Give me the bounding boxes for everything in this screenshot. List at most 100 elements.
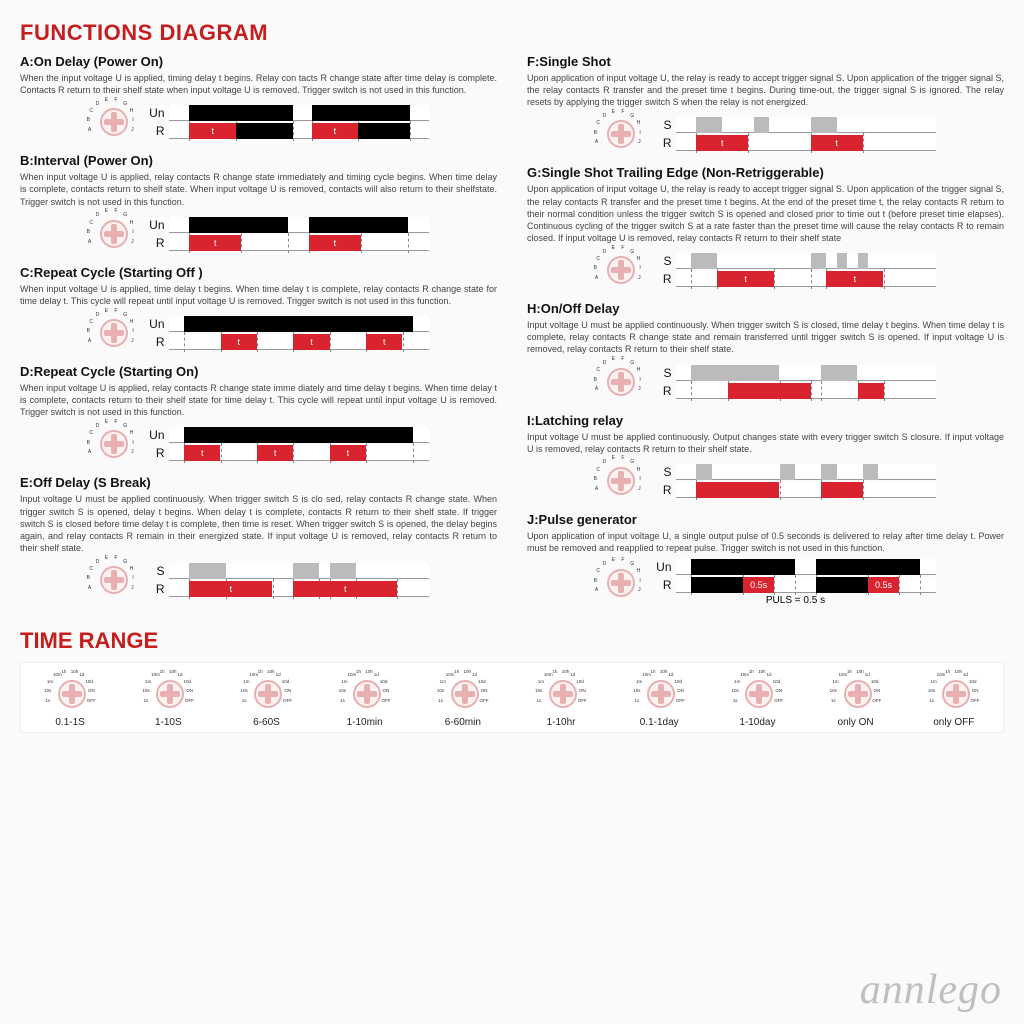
timing-track (676, 464, 936, 480)
dial-letter: 10h (71, 669, 79, 674)
selector-dial: 1s10s1m10m1h10h1d10dONOFF (636, 673, 682, 713)
dial-letter: D (603, 249, 607, 255)
dial-letter: 1m (243, 679, 249, 684)
function-block-F: F:Single ShotUpon application of input v… (527, 54, 1004, 155)
timing-segment (691, 253, 717, 269)
timing-segment (691, 365, 779, 381)
time-range-item: 1s10s1m10m1h10h1d10dONOFF1-10hr (516, 673, 606, 728)
dial-letter: 1m (734, 679, 740, 684)
dial-letter: 10m (838, 672, 847, 677)
dial-letter: 10h (660, 669, 668, 674)
dial-letter: A (88, 449, 91, 455)
dial-letter: 10m (544, 672, 553, 677)
dial-letter: 10d (674, 679, 682, 684)
dial-letter: E (105, 208, 108, 214)
dial-letter: A (595, 486, 598, 492)
selector-dial: ABCDEFGHIJ (89, 559, 139, 601)
dial-letter: J (131, 585, 134, 591)
dial-letter: H (130, 108, 134, 114)
dial-letter: 1s (45, 698, 50, 703)
function-block-J: J:Pulse generatorUpon application of inp… (527, 512, 1004, 606)
watermark-text: annlego (860, 966, 1002, 1014)
dial-letter: 1h (61, 669, 66, 674)
selector-dial: ABCDEFGHIJ (89, 213, 139, 255)
dial-letter: OFF (381, 698, 390, 703)
function-title: A:On Delay (Power On) (20, 54, 497, 69)
dial-letter: C (596, 568, 600, 574)
timing-chart: SR (656, 365, 936, 399)
timing-track (169, 217, 429, 233)
dial-letter: ON (284, 688, 291, 693)
function-description: When input voltage U is applied, relay c… (20, 382, 497, 418)
timing-segment (858, 253, 868, 269)
function-description: When input voltage U is applied, relay c… (20, 171, 497, 207)
time-range-item: 1s10s1m10m1h10h1d10dONOFF1-10min (320, 673, 410, 728)
dial-letter: 1h (651, 669, 656, 674)
selector-dial: ABCDEFGHIJ (596, 460, 646, 502)
dial-letter: D (96, 212, 100, 218)
timing-track (676, 365, 936, 381)
dial-letter: I (639, 130, 640, 136)
dial-letter: 10s (339, 688, 346, 693)
dial-letter: 1d (177, 672, 182, 677)
dial-letter: OFF (87, 698, 96, 703)
timing-chart: SRtt (656, 117, 936, 151)
dial-letter: 10s (633, 688, 640, 693)
row-label: Un (149, 106, 169, 120)
dial-letter: H (637, 256, 641, 262)
dial-letter: C (89, 566, 93, 572)
dial-letter: 10s (142, 688, 149, 693)
diagram-row: ABCDEFGHIJSRtt (527, 249, 1004, 291)
diagram-row: ABCDEFGHIJUnRtt (20, 213, 497, 255)
timing-chart: UnRttt (149, 316, 429, 350)
dial-letter: 1d (472, 672, 477, 677)
dial-letter: J (131, 127, 134, 133)
dial-letter: B (87, 575, 90, 581)
dial-letter: I (132, 440, 133, 446)
dial-letter: F (621, 245, 624, 251)
selector-dial: ABCDEFGHIJ (596, 361, 646, 403)
diagram-row: ABCDEFGHIJSRtt (527, 113, 1004, 155)
selector-dial: 1s10s1m10m1h10h1d10dONOFF (931, 673, 977, 713)
dial-letter: G (630, 561, 634, 567)
dial-letter: B (87, 328, 90, 334)
timing-segment: t (189, 123, 236, 139)
dial-letter: 10d (969, 679, 977, 684)
dial-letter: A (595, 275, 598, 281)
row-label: S (656, 254, 676, 268)
dial-letter: J (638, 275, 641, 281)
row-label: S (656, 118, 676, 132)
function-description: Input voltage U must be applied continuo… (527, 431, 1004, 455)
dial-letter: 1s (144, 698, 149, 703)
dial-letter: B (594, 476, 597, 482)
function-description: Upon application of input voltage U, the… (527, 183, 1004, 244)
selector-dial: ABCDEFGHIJ (89, 312, 139, 354)
timing-segment: t (293, 334, 329, 350)
dial-letter: E (612, 455, 615, 461)
dial-letter: G (630, 459, 634, 465)
timing-segment (780, 464, 796, 480)
dial-letter: OFF (578, 698, 587, 703)
timing-segment (728, 383, 811, 399)
function-block-D: D:Repeat Cycle (Starting On)When input v… (20, 364, 497, 465)
timing-segment (811, 117, 837, 133)
function-title: B:Interval (Power On) (20, 153, 497, 168)
time-range-item: 1s10s1m10m1h10h1d10dONOFF0.1-1S (25, 673, 115, 728)
row-label: R (656, 384, 676, 398)
dial-letter: 1s (536, 698, 541, 703)
dial-letter: ON (775, 688, 782, 693)
dial-letter: C (596, 120, 600, 126)
dial-letter: 1d (668, 672, 673, 677)
timing-segment (189, 217, 288, 233)
timing-segment (863, 464, 879, 480)
function-title: C:Repeat Cycle (Starting Off ) (20, 265, 497, 280)
dial-letter: A (595, 386, 598, 392)
function-block-H: H:On/Off DelayInput voltage U must be ap… (527, 301, 1004, 402)
dial-letter: 1s (438, 698, 443, 703)
dial-letter: 1s (831, 698, 836, 703)
timing-segment (811, 253, 827, 269)
dial-letter: 10h (758, 669, 766, 674)
timing-segment: t (189, 235, 241, 251)
dial-letter: B (594, 377, 597, 383)
dial-letter: ON (88, 688, 95, 693)
